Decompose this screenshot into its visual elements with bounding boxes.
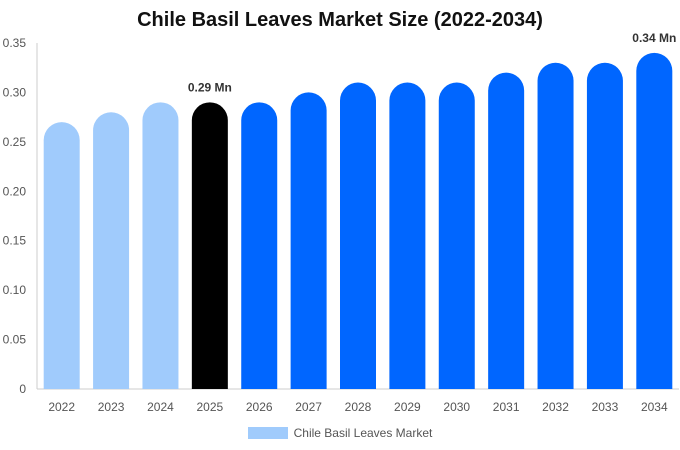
bar-2026 (241, 102, 278, 390)
x-tick-label: 2029 (394, 400, 421, 414)
x-tick-label: 2032 (542, 400, 569, 414)
bar-2022 (43, 122, 80, 390)
x-tick-label: 2027 (295, 400, 322, 414)
y-tick-label: 0.35 (3, 36, 27, 50)
x-tick-label: 2028 (345, 400, 372, 414)
bar-2030 (438, 82, 475, 390)
x-tick-label: 2024 (147, 400, 174, 414)
y-tick-label: 0.25 (3, 135, 27, 149)
bar-2024 (142, 102, 179, 390)
y-tick-label: 0.30 (3, 85, 27, 99)
x-tick-label: 2023 (98, 400, 125, 414)
x-tick-label: 2031 (493, 400, 520, 414)
y-tick-label: 0.10 (3, 283, 27, 297)
bar-2031 (488, 72, 525, 389)
x-tick-label: 2033 (592, 400, 619, 414)
x-tick-label: 2022 (48, 400, 75, 414)
x-tick-label: 2034 (641, 400, 668, 414)
bar-2023 (93, 112, 130, 389)
bar-2034 (636, 52, 673, 389)
data-label: 0.29 Mn (188, 80, 232, 94)
x-tick-label: 2030 (443, 400, 470, 414)
y-tick-label: 0.15 (3, 234, 27, 248)
bar-2025 (191, 102, 228, 390)
x-tick-label: 2026 (246, 400, 273, 414)
y-tick-label: 0 (19, 382, 26, 396)
legend-swatch (247, 427, 288, 439)
y-tick-label: 0.05 (3, 333, 27, 347)
legend: Chile Basil Leaves Market (0, 426, 680, 440)
bar-2028 (340, 82, 376, 390)
bar-2032 (537, 62, 574, 390)
legend-label[interactable]: Chile Basil Leaves Market (293, 426, 433, 440)
bar-2033 (586, 62, 623, 390)
bar-2029 (389, 82, 426, 390)
chart-title: Chile Basil Leaves Market Size (2022-203… (137, 9, 543, 31)
y-tick-label: 0.20 (3, 184, 27, 198)
x-tick-label: 2025 (196, 400, 223, 414)
data-label: 0.34 Mn (632, 31, 676, 45)
bar-2027 (290, 92, 327, 389)
